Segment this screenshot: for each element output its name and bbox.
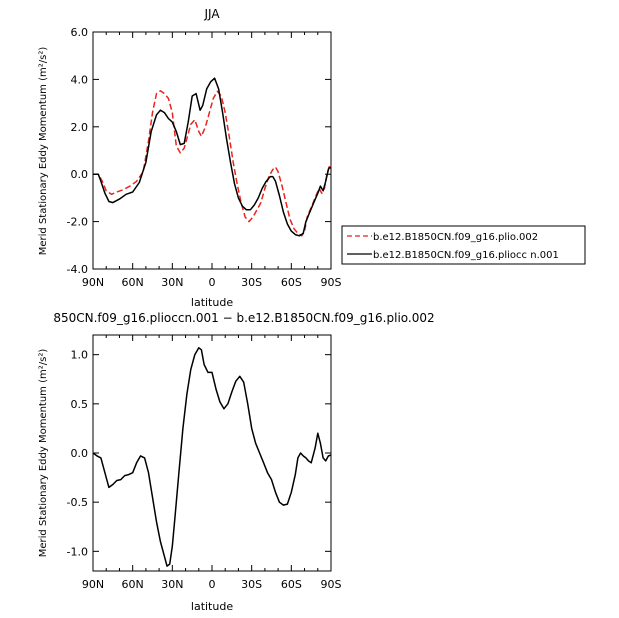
- x-tick-label: 90S: [321, 578, 342, 591]
- top-panel: JJA 90N 60N 30N 0 30S 60S 90S -4.0 -2.0 0.0 2.0 4.0…: [38, 7, 342, 309]
- x-tick-label: 60N: [122, 276, 144, 289]
- bottom-plot-frame: [92, 334, 332, 572]
- y-tick-label: 2.0: [71, 121, 89, 134]
- y-tick-label: -2.0: [67, 216, 88, 229]
- series-line-0-0: [93, 90, 332, 237]
- x-tick-label: 30N: [161, 578, 183, 591]
- top-chart-title: JJA: [203, 7, 220, 21]
- y-tick-label: -4.0: [67, 263, 88, 276]
- bottom-panel: 850CN.f09_g16.plioccn.001 − b.e12.B1850C…: [38, 311, 435, 613]
- top-y-axis-label: Merid Stationary Eddy Momentum (m²/s²): [38, 47, 49, 256]
- x-tick-label: 60S: [281, 276, 302, 289]
- x-tick-label: 90N: [82, 578, 104, 591]
- y-tick-label: 1.0: [71, 349, 89, 362]
- y-tick-label: 4.0: [71, 73, 89, 86]
- x-tick-label: 60S: [281, 578, 302, 591]
- y-tick-label: 0.0: [71, 168, 89, 181]
- series-line-1-0: [92, 347, 332, 567]
- y-tick-label: 0.0: [71, 447, 89, 460]
- series-line-0-1: [93, 77, 332, 237]
- y-tick-label: 0.5: [71, 398, 89, 411]
- bottom-y-axis-label: Merid Stationary Eddy Momentum (m²/s²): [38, 349, 49, 558]
- x-tick-label: 0: [209, 578, 216, 591]
- bottom-axis-ticks: 90N 60N 30N 0 30S 60S 90S -1.0 -0.5 0.0 0.5 1.0: [67, 335, 342, 591]
- y-tick-label: 6.0: [71, 26, 89, 39]
- top-axis-ticks: 90N 60N 30N 0 30S 60S 90S -4.0 -2.0 0.0 2.0 4.0 6.0: [67, 26, 342, 289]
- legend-box: [341, 225, 586, 265]
- top-plot-frame: [92, 31, 332, 270]
- x-tick-label: 30S: [241, 578, 262, 591]
- bottom-series-lines: [92, 347, 332, 567]
- top-x-axis-label: latitude: [191, 296, 233, 309]
- y-tick-label: -0.5: [67, 496, 88, 509]
- x-tick-label: 60N: [122, 578, 144, 591]
- x-tick-label: 90S: [321, 276, 342, 289]
- x-tick-label: 90N: [82, 276, 104, 289]
- x-tick-label: 0: [209, 276, 216, 289]
- bottom-x-axis-label: latitude: [191, 600, 233, 613]
- legend-label-plio: b.e12.B1850CN.f09_g16.plio.002: [373, 232, 538, 243]
- bottom-chart-title: 850CN.f09_g16.plioccn.001 − b.e12.B1850C…: [53, 311, 434, 325]
- y-tick-label: -1.0: [67, 545, 88, 558]
- top-series-lines: [93, 77, 332, 237]
- legend-label-plioccn: b.e12.B1850CN.f09_g16.pliocc n.001: [373, 250, 559, 261]
- x-tick-label: 30N: [161, 276, 183, 289]
- x-tick-label: 30S: [241, 276, 262, 289]
- legend: b.e12.B1850CN.f09_g16.plio.002 b.e12.B18…: [341, 225, 586, 265]
